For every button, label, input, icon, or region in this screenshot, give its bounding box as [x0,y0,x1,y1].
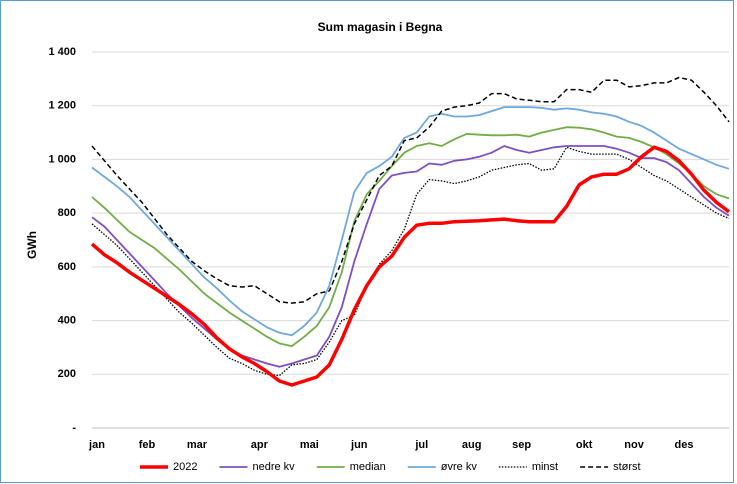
legend-label: nedre kv [252,461,295,473]
legend-label: øvre kv [441,461,478,473]
y-tick-label: 1 200 [48,100,76,112]
line-series [91,126,730,347]
x-tick-label: apr [251,439,269,451]
y-tick-label: 600 [58,261,76,273]
line-series [90,145,731,387]
x-tick-label: nov [624,439,644,451]
x-tick-label: mar [187,439,208,451]
line-series [91,106,730,337]
x-tick-label: sep [512,439,531,451]
y-tick-label: 400 [58,314,76,326]
line-series [91,145,730,368]
x-tick-label: feb [139,439,156,451]
x-tick-label: okt [576,439,593,451]
x-tick-label: jan [88,439,105,451]
chart-title: Sum magasin i Begna [318,20,443,34]
y-tick-label: 200 [58,368,76,380]
legend-label: median [350,461,386,473]
x-tick-label: jun [350,439,368,451]
x-tick-label: jul [414,439,428,451]
legend-label: størst [613,461,641,473]
legend-label: minst [532,461,558,473]
x-tick-label: mai [300,439,319,451]
y-tick-label: 1 400 [48,46,76,58]
x-tick-label: des [675,439,694,451]
y-tick-label: 800 [58,207,76,219]
y-tick-label: - [72,422,76,434]
x-tick-label: aug [462,439,482,451]
y-tick-label: 1 000 [48,153,76,165]
line-series [91,146,730,377]
y-axis-label: GWh [25,231,39,259]
legend-label: 2022 [173,461,197,473]
line-series [91,76,730,304]
